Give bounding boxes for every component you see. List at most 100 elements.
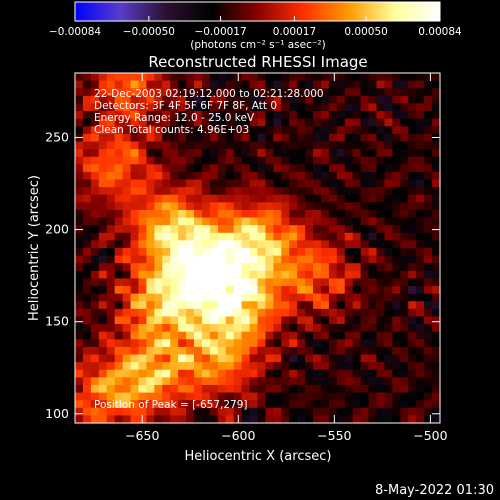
- heatmap-cell: [106, 400, 116, 409]
- heatmap-cell: [75, 248, 84, 257]
- heatmap-cell: [416, 240, 425, 249]
- heatmap-cell: [281, 377, 290, 386]
- heatmap-cell: [360, 415, 370, 424]
- heatmap-cell: [416, 248, 425, 257]
- heatmap-cell: [344, 73, 354, 82]
- heatmap-cell: [305, 293, 314, 302]
- heatmap-cell: [201, 270, 211, 280]
- heatmap-cell: [432, 202, 441, 211]
- heatmap-cell: [265, 73, 274, 82]
- heatmap-cell: [122, 377, 132, 386]
- heatmap-cell: [289, 126, 298, 135]
- heatmap-cell: [432, 384, 441, 394]
- heatmap-cell: [416, 308, 425, 318]
- heatmap-cell: [336, 392, 346, 401]
- heatmap-cell: [273, 400, 282, 409]
- heatmap-cell: [75, 187, 84, 196]
- heatmap-cell: [257, 362, 267, 371]
- heatmap-cell: [146, 270, 155, 280]
- heatmap-cell: [320, 232, 330, 241]
- heatmap-cell: [249, 187, 259, 196]
- heatmap-cell: [265, 202, 274, 211]
- heatmap-cell: [130, 240, 140, 249]
- heatmap-cell: [178, 187, 187, 196]
- heatmap-cell: [225, 293, 235, 302]
- heatmap-cell: [225, 400, 235, 409]
- heatmap-cell: [138, 164, 148, 173]
- heatmap-cell: [170, 400, 179, 409]
- heatmap-cell: [408, 316, 417, 325]
- heatmap-cell: [201, 407, 211, 416]
- heatmap-cell: [90, 407, 100, 416]
- heatmap-cell: [352, 407, 362, 416]
- heatmap-cell: [170, 415, 179, 424]
- heatmap-cell: [130, 270, 140, 280]
- heatmap-cell: [344, 111, 354, 120]
- heatmap-cell: [162, 415, 171, 424]
- heatmap-cell: [384, 270, 393, 280]
- heatmap-cell: [186, 156, 195, 165]
- heatmap-cell: [217, 156, 227, 165]
- heatmap-cell: [162, 149, 171, 158]
- heatmap-cell: [241, 171, 251, 181]
- heatmap-cell: [320, 179, 330, 188]
- heatmap-cell: [186, 240, 195, 249]
- heatmap-cell: [273, 80, 282, 89]
- heatmap-cell: [368, 400, 378, 409]
- heatmap-cell: [186, 331, 195, 340]
- heatmap-cell: [170, 88, 179, 97]
- heatmap-cell: [305, 324, 314, 333]
- heatmap-cell: [138, 293, 148, 302]
- heatmap-cell: [209, 248, 219, 257]
- heatmap-cell: [265, 286, 274, 295]
- heatmap-cell: [320, 126, 330, 135]
- heatmap-cell: [376, 118, 386, 127]
- heatmap-cell: [265, 263, 274, 272]
- heatmap-cell: [122, 384, 132, 394]
- heatmap-cell: [106, 187, 116, 196]
- heatmap-cell: [154, 149, 163, 158]
- heatmap-cell: [217, 278, 227, 287]
- heatmap-cell: [217, 202, 227, 211]
- heatmap-cell: [392, 95, 401, 105]
- heatmap-cell: [320, 362, 330, 371]
- heatmap-cell: [313, 217, 322, 226]
- heatmap-cell: [392, 308, 401, 318]
- heatmap-cell: [328, 80, 338, 89]
- heatmap-cell: [360, 286, 370, 295]
- heatmap-cell: [233, 171, 243, 181]
- heatmap-cell: [344, 354, 354, 363]
- heatmap-cell: [400, 308, 409, 318]
- heatmap-cell: [305, 263, 314, 272]
- heatmap-cell: [352, 316, 362, 325]
- heatmap-cell: [257, 187, 267, 196]
- heatmap-cell: [249, 377, 259, 386]
- heatmap-cell: [241, 263, 251, 272]
- heatmap-cell: [114, 248, 124, 257]
- heatmap-cell: [225, 308, 235, 318]
- heatmap-cell: [297, 202, 306, 211]
- heatmap-cell: [146, 88, 155, 97]
- heatmap-cell: [432, 194, 441, 203]
- heatmap-cell: [209, 95, 219, 105]
- heatmap-cell: [360, 202, 370, 211]
- heatmap-cell: [392, 255, 401, 264]
- heatmap-cell: [186, 187, 195, 196]
- heatmap-cell: [75, 73, 84, 82]
- heatmap-cell: [400, 384, 409, 394]
- heatmap-cell: [98, 339, 108, 348]
- heatmap-cell: [241, 217, 251, 226]
- heatmap-cell: [360, 270, 370, 280]
- heatmap-cell: [257, 392, 267, 401]
- heatmap-cell: [424, 240, 433, 249]
- heatmap-cell: [130, 156, 140, 165]
- heatmap-cell: [130, 179, 140, 188]
- heatmap-cell: [154, 118, 163, 127]
- annotation-clean-counts: Clean Total counts: 4.96E+03: [94, 124, 249, 136]
- heatmap-cell: [257, 316, 267, 325]
- heatmap-cell: [241, 362, 251, 371]
- colorbar-units-label: (photons cm⁻² s⁻¹ asec⁻²): [190, 39, 325, 51]
- heatmap-cell: [209, 141, 219, 150]
- heatmap-cell: [273, 187, 282, 196]
- heatmap-cell: [154, 209, 163, 219]
